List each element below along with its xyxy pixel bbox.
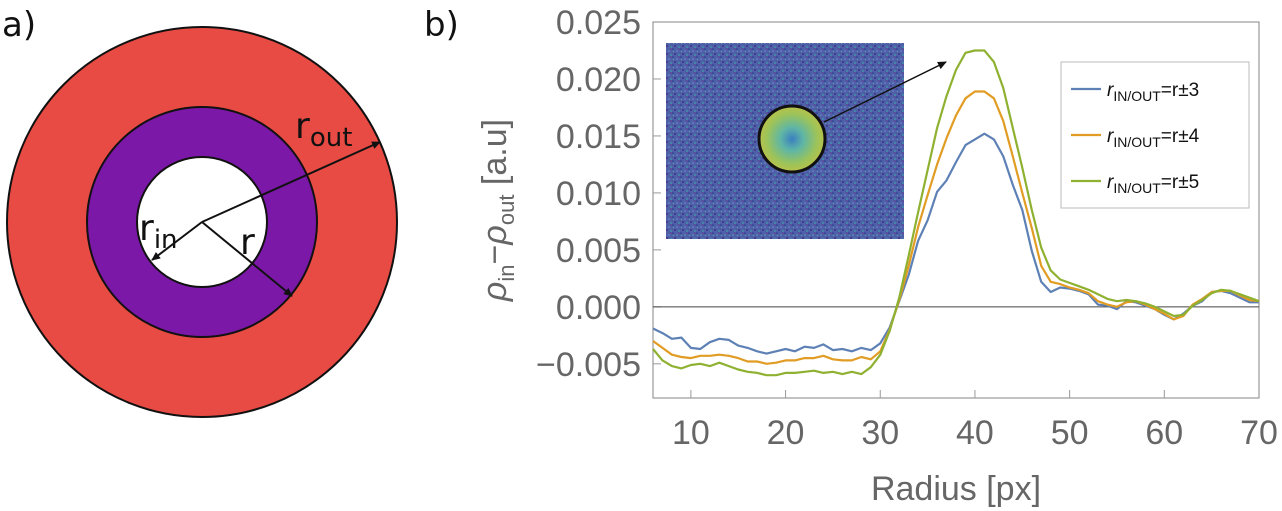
y-tick-label: 0.020 bbox=[556, 61, 641, 99]
y-tick-label: 0.005 bbox=[556, 232, 641, 270]
legend: rIN/OUT=r±3 rIN/OUT=r±4 rIN/OUT=r±5 bbox=[1060, 61, 1250, 209]
y-tick-label: 0.025 bbox=[556, 4, 641, 42]
legend-label-2: rIN/OUT=r±4 bbox=[1107, 126, 1200, 150]
r-label: r bbox=[240, 222, 255, 263]
r-in-label: rin bbox=[139, 208, 178, 255]
x-ticks: 10 20 30 40 50 60 70 bbox=[672, 390, 1278, 452]
x-tick-label: 40 bbox=[956, 414, 994, 452]
y-tick-label: −0.005 bbox=[536, 346, 641, 384]
r-out-label: rout bbox=[295, 106, 352, 153]
x-tick-label: 50 bbox=[1051, 414, 1089, 452]
x-tick-label: 60 bbox=[1145, 414, 1183, 452]
chart: 10 20 30 40 50 60 70 −0.005 0.000 0.005 0.010 0.01… bbox=[476, 4, 1278, 508]
x-tick-label: 30 bbox=[861, 414, 899, 452]
series-line-3 bbox=[652, 49, 1260, 377]
inset-pointer-arrow bbox=[823, 61, 947, 123]
series-line-2 bbox=[652, 90, 1260, 365]
r-in-arrow bbox=[151, 221, 203, 261]
panel-a-label: a) bbox=[2, 5, 36, 45]
legend-label-3: rIN/OUT=r±5 bbox=[1107, 172, 1199, 196]
y-tick-label: 0.010 bbox=[556, 175, 641, 213]
annulus-diagram: rout rin r bbox=[6, 26, 398, 418]
y-axis-title: ρin−ρout [a.u] bbox=[476, 119, 519, 302]
plot-frame bbox=[652, 21, 1260, 399]
r-out-arrow bbox=[201, 141, 381, 223]
y-tick-label: 0.000 bbox=[556, 289, 641, 327]
x-tick-label: 10 bbox=[672, 414, 710, 452]
r-arrow bbox=[201, 221, 293, 297]
x-axis-title: Radius [px] bbox=[871, 470, 1041, 508]
y-ticks: −0.005 0.000 0.005 0.010 0.015 0.020 0.025 bbox=[536, 4, 661, 384]
panel-b-label: b) bbox=[424, 5, 459, 45]
series-lines bbox=[652, 49, 1260, 377]
inset-image bbox=[666, 43, 947, 239]
x-tick-label: 70 bbox=[1240, 414, 1278, 452]
y-tick-label: 0.015 bbox=[556, 118, 641, 156]
inset-spot bbox=[757, 104, 827, 174]
legend-label-1: rIN/OUT=r±3 bbox=[1107, 80, 1199, 104]
x-tick-label: 20 bbox=[767, 414, 805, 452]
